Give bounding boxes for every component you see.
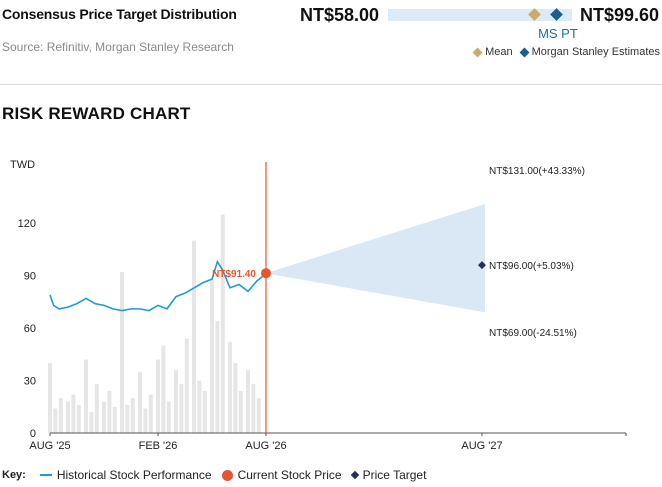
key-current-label: Current Stock Price — [237, 468, 342, 482]
volume-bar — [251, 384, 256, 433]
y-tick-label: 30 — [24, 376, 36, 388]
historical-line-icon — [39, 474, 52, 476]
volume-bar — [156, 359, 160, 433]
volume-bar — [210, 279, 214, 433]
volume-bar — [58, 398, 63, 433]
section-divider — [0, 84, 662, 85]
volume-bar — [102, 401, 106, 433]
price-target-diamond-icon — [350, 470, 359, 480]
volume-bar — [166, 401, 171, 433]
volume-bar — [125, 405, 130, 433]
volume-bar — [138, 371, 142, 433]
volume-bar — [215, 321, 220, 433]
x-tick-label: AUG '26 — [245, 440, 286, 452]
volume-bar — [202, 391, 207, 433]
y-axis-label: TWD — [10, 159, 35, 171]
volume-bar — [107, 391, 112, 433]
volume-bar — [256, 398, 261, 433]
bull-case-label: NT$131.00(+43.33%) — [489, 166, 585, 177]
volume-bar — [130, 398, 135, 433]
price-target-label: NT$96.00(+5.03%) — [489, 261, 574, 272]
volume-bar — [84, 359, 88, 433]
range-low-label: NT$58.00 — [300, 5, 380, 25]
estimates-legend-icon — [519, 47, 530, 57]
current-price-dot — [261, 268, 271, 279]
page-title: Consensus Price Target Distribution — [2, 6, 237, 22]
volume-bar — [220, 214, 225, 433]
historical-price-line — [49, 259, 267, 312]
risk-reward-chart: TWD 0 30 60 90 120 AUG '25 FEB '26 AUG '26 AUG '2… — [10, 159, 627, 452]
volume-bar — [184, 338, 189, 433]
x-tick-label: FEB '26 — [139, 440, 178, 452]
volume-bar — [197, 380, 202, 433]
volume-bar — [161, 345, 166, 433]
price-target-range-bar — [388, 9, 572, 21]
volume-bar — [143, 408, 148, 433]
source-note: Source: Refinitiv, Morgan Stanley Resear… — [2, 40, 234, 54]
volume-bar — [89, 412, 94, 433]
key-current: Current Stock Price — [221, 468, 342, 482]
key-target-label: Price Target — [362, 468, 427, 482]
price-target-diamond — [478, 261, 486, 270]
volume-bar — [148, 394, 153, 433]
key-label: Key: — [2, 469, 26, 481]
volume-bar — [238, 391, 243, 433]
y-tick-label: 90 — [24, 271, 36, 283]
range-high-label: NT$99.60 — [580, 5, 660, 25]
volume-bar — [228, 342, 232, 433]
distribution-legend: Mean Morgan Stanley Estimates — [472, 46, 660, 58]
volume-bar — [179, 384, 184, 433]
key-historical: Historical Stock Performance — [39, 468, 212, 482]
current-price-label: NT$91.40 — [212, 269, 256, 280]
volume-bar — [66, 401, 70, 433]
volume-bar — [120, 272, 124, 433]
x-tick-label: AUG '27 — [461, 440, 502, 452]
key-historical-label: Historical Stock Performance — [56, 468, 212, 482]
volume-bar — [233, 363, 238, 433]
legend-estimates: Morgan Stanley Estimates — [519, 46, 660, 58]
volume-bar — [94, 384, 99, 433]
y-tick-label: 120 — [18, 218, 36, 230]
volume-bar — [192, 240, 196, 433]
chart-key: Key: Historical Stock Performance Curren… — [2, 468, 426, 482]
volume-bar — [112, 406, 117, 433]
key-target: Price Target — [350, 468, 427, 482]
legend-mean-label: Mean — [485, 46, 513, 58]
legend-mean: Mean — [472, 46, 513, 58]
volume-bar — [71, 394, 76, 433]
price-target-cone — [266, 203, 485, 313]
mean-legend-icon — [472, 47, 483, 57]
ms-pt-label: MS PT — [538, 26, 578, 41]
x-tick-label: AUG '25 — [29, 440, 70, 452]
volume-bar — [246, 370, 250, 433]
volume-bar — [174, 370, 178, 433]
volume-bar — [48, 363, 52, 433]
y-tick-label: 60 — [24, 323, 36, 335]
bear-case-label: NT$69.00(-24.51%) — [489, 328, 577, 339]
y-tick-label: 0 — [30, 428, 36, 440]
legend-estimates-label: Morgan Stanley Estimates — [531, 46, 660, 58]
section-title: RISK REWARD CHART — [2, 104, 191, 123]
volume-bar — [53, 408, 58, 433]
volume-bar — [76, 405, 81, 433]
current-price-dot-icon — [221, 469, 233, 481]
